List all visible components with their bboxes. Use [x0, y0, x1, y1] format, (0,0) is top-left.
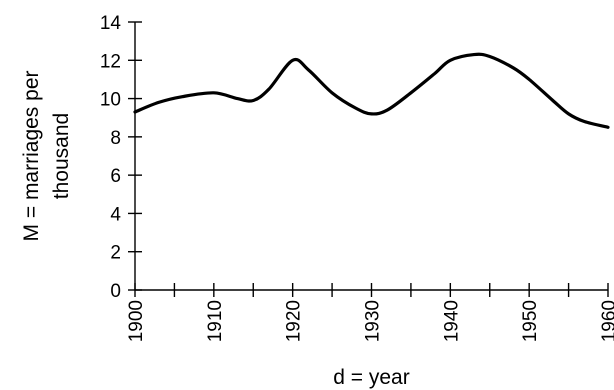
y-tick-label: 6: [110, 166, 121, 187]
x-tick-label: 1960: [599, 300, 614, 342]
y-tick-label: 2: [110, 243, 121, 264]
y-tick-label: 14: [100, 13, 122, 34]
axes: [134, 22, 608, 291]
x-axis-title: d = year: [333, 366, 409, 389]
x-tick-label: 1950: [520, 300, 541, 342]
y-tick-label: 12: [100, 51, 121, 72]
x-tick-label: 1940: [441, 300, 462, 342]
y-tick-label: 10: [100, 90, 121, 111]
x-tick-label: 1900: [126, 300, 147, 342]
y-tick-label: 8: [110, 128, 121, 149]
y-axis-title-line-1: M = marriages per: [20, 71, 43, 242]
y-axis-ticks: 0 2 4 6 8 10 12 14: [100, 13, 142, 302]
x-tick-label: 1920: [284, 300, 305, 342]
y-axis-title-line-2: thousand: [50, 113, 73, 199]
x-axis-ticks: 1900 1910 1920 1930 1940 1950 1960: [126, 283, 614, 342]
x-tick-label: 1910: [205, 300, 226, 342]
y-tick-label: 0: [110, 281, 121, 302]
x-tick-label: 1930: [363, 300, 384, 342]
series-line-marriage-rate: [133, 52, 610, 129]
y-tick-label: 4: [110, 204, 121, 225]
